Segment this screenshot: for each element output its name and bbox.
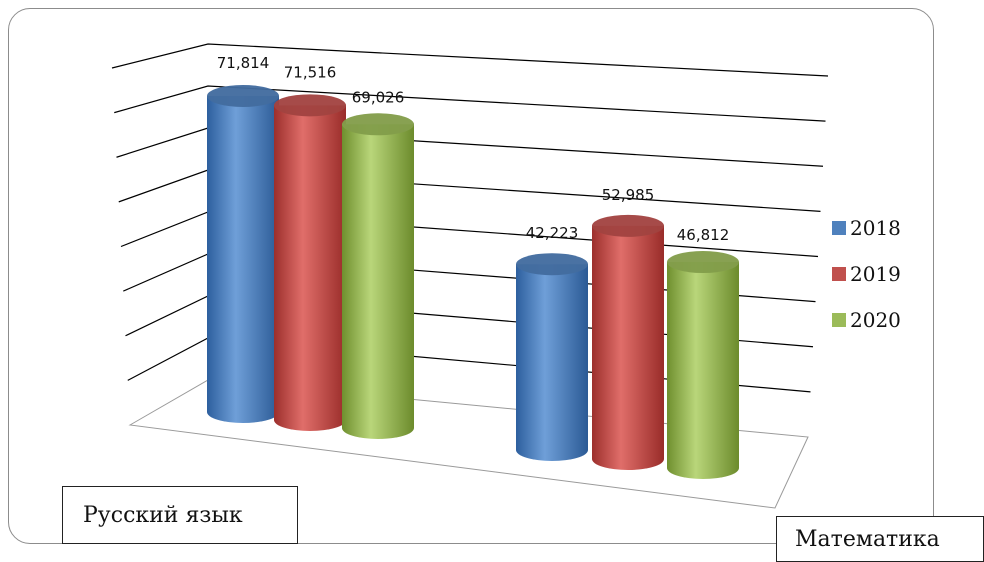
bar-top-shade [516, 253, 588, 276]
bar-2018-1 [516, 253, 588, 461]
data-label-2020-0: 69,026 [352, 88, 405, 106]
bar-body [667, 262, 739, 479]
data-label-2019-0: 71,516 [284, 63, 337, 81]
bars [207, 85, 739, 479]
bar-top [207, 85, 279, 108]
bar-top-shade [592, 214, 664, 237]
bar-top [274, 94, 346, 117]
bar-2020-1 [667, 251, 739, 479]
legend-swatch [832, 267, 846, 281]
legend-swatch [832, 221, 846, 235]
data-label-2019-1: 52,985 [602, 186, 655, 204]
category-label-text: Математика [795, 526, 940, 552]
bar-top-shade [207, 85, 279, 108]
legend-item-2019: 2019 [832, 262, 901, 286]
bar-2019-0 [274, 94, 346, 432]
data-label-2018-0: 71,814 [217, 54, 270, 72]
bar-top [516, 253, 588, 276]
gridline [114, 85, 826, 122]
bar-top-shade [274, 94, 346, 117]
category-label-text: Русский язык [83, 502, 243, 528]
bar-top [667, 251, 739, 274]
bar-body [207, 96, 279, 423]
category-label-russian: Русский язык [62, 486, 298, 544]
legend: 2018 2019 2020 [832, 216, 901, 354]
bar-2018-0 [207, 85, 279, 423]
bar-2020-0 [342, 113, 414, 440]
legend-item-2020: 2020 [832, 308, 901, 332]
bar-top [592, 214, 664, 237]
data-label-2020-1: 46,812 [677, 226, 730, 244]
data-label-2018-1: 42,223 [526, 224, 579, 242]
bar-body [592, 225, 664, 470]
legend-swatch [832, 313, 846, 327]
bar-body [274, 105, 346, 432]
bar-top [342, 113, 414, 136]
bar-2019-1 [592, 214, 664, 470]
data-labels: 71,814 71,516 69,026 42,223 52,985 46,812 [217, 54, 730, 244]
bar-body [342, 124, 414, 440]
category-label-math: Математика [776, 516, 984, 562]
gridline [111, 43, 829, 77]
legend-label: 2020 [850, 308, 901, 332]
bar-body [516, 264, 588, 461]
bar-top-shade [342, 113, 414, 136]
legend-label: 2019 [850, 262, 901, 286]
legend-label: 2018 [850, 216, 901, 240]
bar-top-shade [667, 251, 739, 274]
legend-item-2018: 2018 [832, 216, 901, 240]
